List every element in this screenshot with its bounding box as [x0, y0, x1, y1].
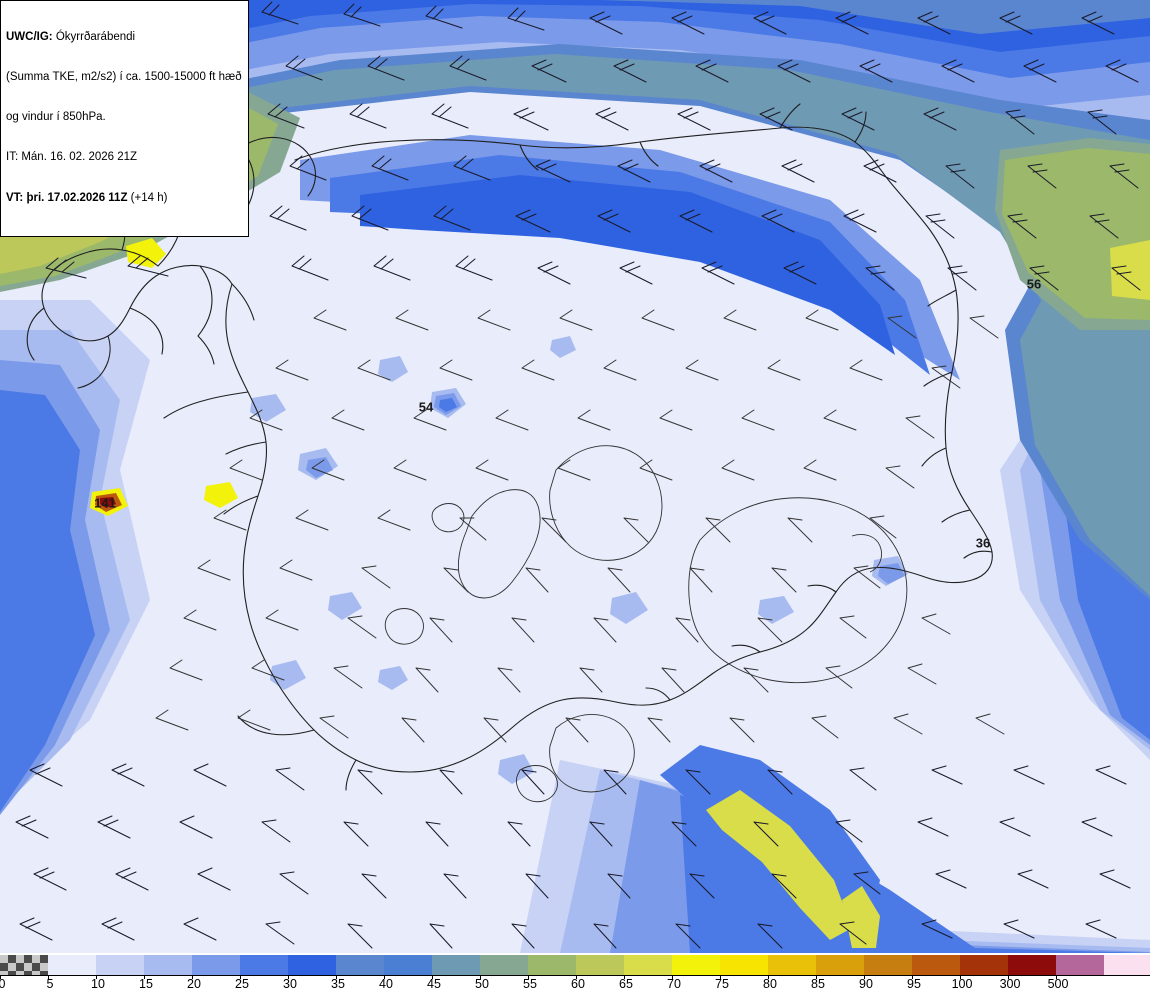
colorbar-tick-label: 30	[283, 977, 297, 991]
info-line-init-time: IT: Mán. 16. 02. 2026 21Z	[6, 151, 138, 164]
colorbar-tick-label: 90	[859, 977, 873, 991]
colorbar-tick-label: 50	[475, 977, 489, 991]
colorbar-tick	[96, 975, 97, 979]
colorbar-bin-17[interactable]	[816, 955, 864, 975]
colorbar-tick	[336, 975, 337, 979]
colorbar-bin-23[interactable]	[1104, 955, 1150, 975]
colorbar-bin-5[interactable]	[240, 955, 288, 975]
colorbar-bin-1[interactable]	[48, 955, 96, 975]
map-canvas[interactable]: 100 54 56 141 36 UWC/IG: Ókyrrðarábendi …	[0, 0, 1150, 953]
colorbar-bin-2[interactable]	[96, 955, 144, 975]
colorbar-bin-21[interactable]	[1008, 955, 1056, 975]
colorbar-tick	[0, 975, 1, 979]
colorbar-tick-label: 40	[379, 977, 393, 991]
colorbar-tick	[768, 975, 769, 979]
colorbar-bin-10[interactable]	[480, 955, 528, 975]
colorbar-tick-label: 10	[91, 977, 105, 991]
colorbar-tick-label: 70	[667, 977, 681, 991]
colorbar-bin-14[interactable]	[672, 955, 720, 975]
colorbar-bin-20[interactable]	[960, 955, 1008, 975]
colorbar-tick	[288, 975, 289, 979]
colorbar-bin-4[interactable]	[192, 955, 240, 975]
info-line-1: UWC/IG: Ókyrrðarábendi	[6, 31, 242, 44]
colorbar-ticks: 0 5 10 15 20 25 30 35 40 45 50 55 60 65 70 75 80 85 90 95 10…	[0, 975, 1150, 991]
valid-time: VT: þri. 17.02.2026 11Z	[6, 191, 128, 204]
colorbar-tick	[384, 975, 385, 979]
colorbar-tick-label: 5	[46, 977, 54, 991]
tke-value-label: 56	[1026, 276, 1042, 292]
colorbar-tick-label: 55	[523, 977, 537, 991]
info-line-3: og vindur í 850hPa.	[6, 111, 106, 124]
colorbar-tick	[480, 975, 481, 979]
colorbar-bin-3[interactable]	[144, 955, 192, 975]
colorbar-bin-16[interactable]	[768, 955, 816, 975]
colorbar-bin-19[interactable]	[912, 955, 960, 975]
colorbar-tick	[1056, 975, 1057, 979]
colorbar-tick-label: 0	[0, 977, 6, 991]
colorbar-tick	[624, 975, 625, 979]
colorbar-tick	[864, 975, 865, 979]
colorbar-tick-label: 80	[763, 977, 777, 991]
colorbar-bin-12[interactable]	[576, 955, 624, 975]
colorbar[interactable]	[0, 955, 1150, 976]
colorbar-tick	[192, 975, 193, 979]
colorbar-tick	[720, 975, 721, 979]
colorbar-tick	[912, 975, 913, 979]
colorbar-tick-label: 15	[139, 977, 153, 991]
colorbar-tick	[960, 975, 961, 979]
product-code: UWC/IG:	[6, 30, 53, 43]
colorbar-tick-label: 300	[999, 977, 1021, 991]
colorbar-tick-label: 60	[571, 977, 585, 991]
colorbar-tick	[240, 975, 241, 979]
colorbar-tick-label: 100	[951, 977, 973, 991]
colorbar-tick-label: 35	[331, 977, 345, 991]
colorbar-bin-18[interactable]	[864, 955, 912, 975]
info-line-2: (Summa TKE, m2/s2) í ca. 1500-15000 ft h…	[6, 71, 242, 84]
colorbar-tick-label: 500	[1047, 977, 1069, 991]
colorbar-bin-6[interactable]	[288, 955, 336, 975]
colorbar-tick-label: 85	[811, 977, 825, 991]
colorbar-tick-label: 25	[235, 977, 249, 991]
colorbar-tick	[48, 975, 49, 979]
colorbar-tick	[672, 975, 673, 979]
lead-time: (+14 h)	[127, 191, 168, 204]
colorbar-bin-13[interactable]	[624, 955, 672, 975]
tke-field	[0, 0, 1150, 953]
colorbar-bin-8[interactable]	[384, 955, 432, 975]
product-name: Ókyrrðarábendi	[52, 30, 136, 43]
colorbar-tick-label: 65	[619, 977, 633, 991]
map-svg	[0, 0, 1150, 953]
colorbar-tick-label: 20	[187, 977, 201, 991]
colorbar-tick-label: 75	[715, 977, 729, 991]
colorbar-bin-11[interactable]	[528, 955, 576, 975]
colorbar-tick	[144, 975, 145, 979]
colorbar-tick-label: 95	[907, 977, 921, 991]
colorbar-tick	[816, 975, 817, 979]
colorbar-tick-label: 45	[427, 977, 441, 991]
chart-info-box: UWC/IG: Ókyrrðarábendi (Summa TKE, m2/s2…	[0, 0, 249, 237]
colorbar-tick	[528, 975, 529, 979]
colorbar-bin-22[interactable]	[1056, 955, 1104, 975]
colorbar-tick	[432, 975, 433, 979]
tke-value-label: 36	[975, 535, 991, 551]
info-line-valid-time: VT: þri. 17.02.2026 11Z (+14 h)	[6, 192, 242, 205]
colorbar-tick	[1008, 975, 1009, 979]
colorbar-bin-15[interactable]	[720, 955, 768, 975]
colorbar-bin-0[interactable]	[0, 955, 48, 975]
colorbar-bin-7[interactable]	[336, 955, 384, 975]
tke-value-label: 141	[94, 495, 116, 511]
colorbar-tick	[576, 975, 577, 979]
colorbar-bin-9[interactable]	[432, 955, 480, 975]
colorbar-panel: 0 5 10 15 20 25 30 35 40 45 50 55 60 65 70 75 80 85 90 95 10…	[0, 953, 1150, 991]
tke-value-label: 54	[418, 399, 434, 415]
